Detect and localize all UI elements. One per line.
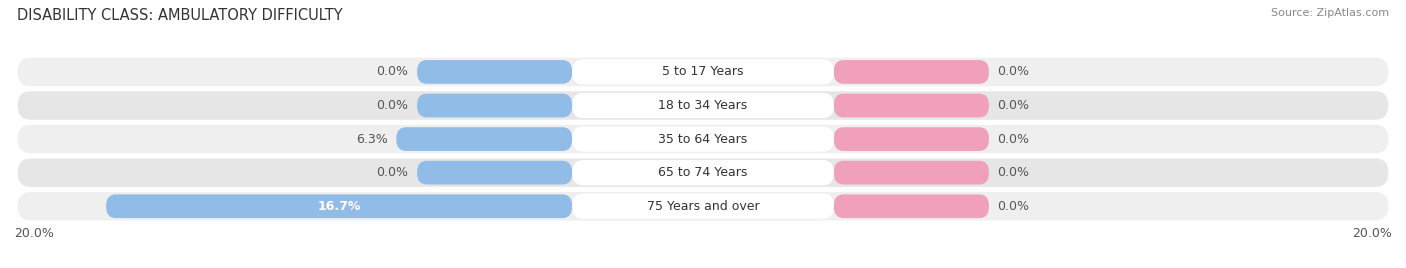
- Text: 65 to 74 Years: 65 to 74 Years: [658, 166, 748, 179]
- FancyBboxPatch shape: [418, 94, 572, 117]
- FancyBboxPatch shape: [17, 192, 1389, 221]
- FancyBboxPatch shape: [17, 158, 1389, 187]
- FancyBboxPatch shape: [834, 161, 988, 184]
- Text: 20.0%: 20.0%: [1353, 226, 1392, 240]
- Text: 16.7%: 16.7%: [318, 200, 361, 213]
- FancyBboxPatch shape: [572, 93, 834, 118]
- Text: 6.3%: 6.3%: [356, 133, 388, 146]
- Text: 0.0%: 0.0%: [997, 133, 1029, 146]
- FancyBboxPatch shape: [572, 193, 834, 219]
- Text: 75 Years and over: 75 Years and over: [647, 200, 759, 213]
- Text: Source: ZipAtlas.com: Source: ZipAtlas.com: [1271, 8, 1389, 18]
- Text: 18 to 34 Years: 18 to 34 Years: [658, 99, 748, 112]
- FancyBboxPatch shape: [105, 194, 572, 218]
- Text: 20.0%: 20.0%: [14, 226, 53, 240]
- FancyBboxPatch shape: [572, 59, 834, 85]
- Text: 0.0%: 0.0%: [997, 99, 1029, 112]
- FancyBboxPatch shape: [834, 194, 988, 218]
- FancyBboxPatch shape: [834, 94, 988, 117]
- Text: 5 to 17 Years: 5 to 17 Years: [662, 65, 744, 79]
- Text: 0.0%: 0.0%: [377, 99, 409, 112]
- FancyBboxPatch shape: [396, 127, 572, 151]
- Text: 0.0%: 0.0%: [997, 65, 1029, 79]
- Text: DISABILITY CLASS: AMBULATORY DIFFICULTY: DISABILITY CLASS: AMBULATORY DIFFICULTY: [17, 8, 343, 23]
- FancyBboxPatch shape: [17, 125, 1389, 153]
- Text: 35 to 64 Years: 35 to 64 Years: [658, 133, 748, 146]
- FancyBboxPatch shape: [834, 127, 988, 151]
- FancyBboxPatch shape: [572, 160, 834, 185]
- Text: 0.0%: 0.0%: [377, 166, 409, 179]
- FancyBboxPatch shape: [17, 58, 1389, 86]
- FancyBboxPatch shape: [418, 161, 572, 184]
- FancyBboxPatch shape: [572, 126, 834, 152]
- FancyBboxPatch shape: [418, 60, 572, 84]
- Text: 0.0%: 0.0%: [997, 200, 1029, 213]
- Text: 0.0%: 0.0%: [997, 166, 1029, 179]
- FancyBboxPatch shape: [834, 60, 988, 84]
- Text: 0.0%: 0.0%: [377, 65, 409, 79]
- FancyBboxPatch shape: [17, 91, 1389, 120]
